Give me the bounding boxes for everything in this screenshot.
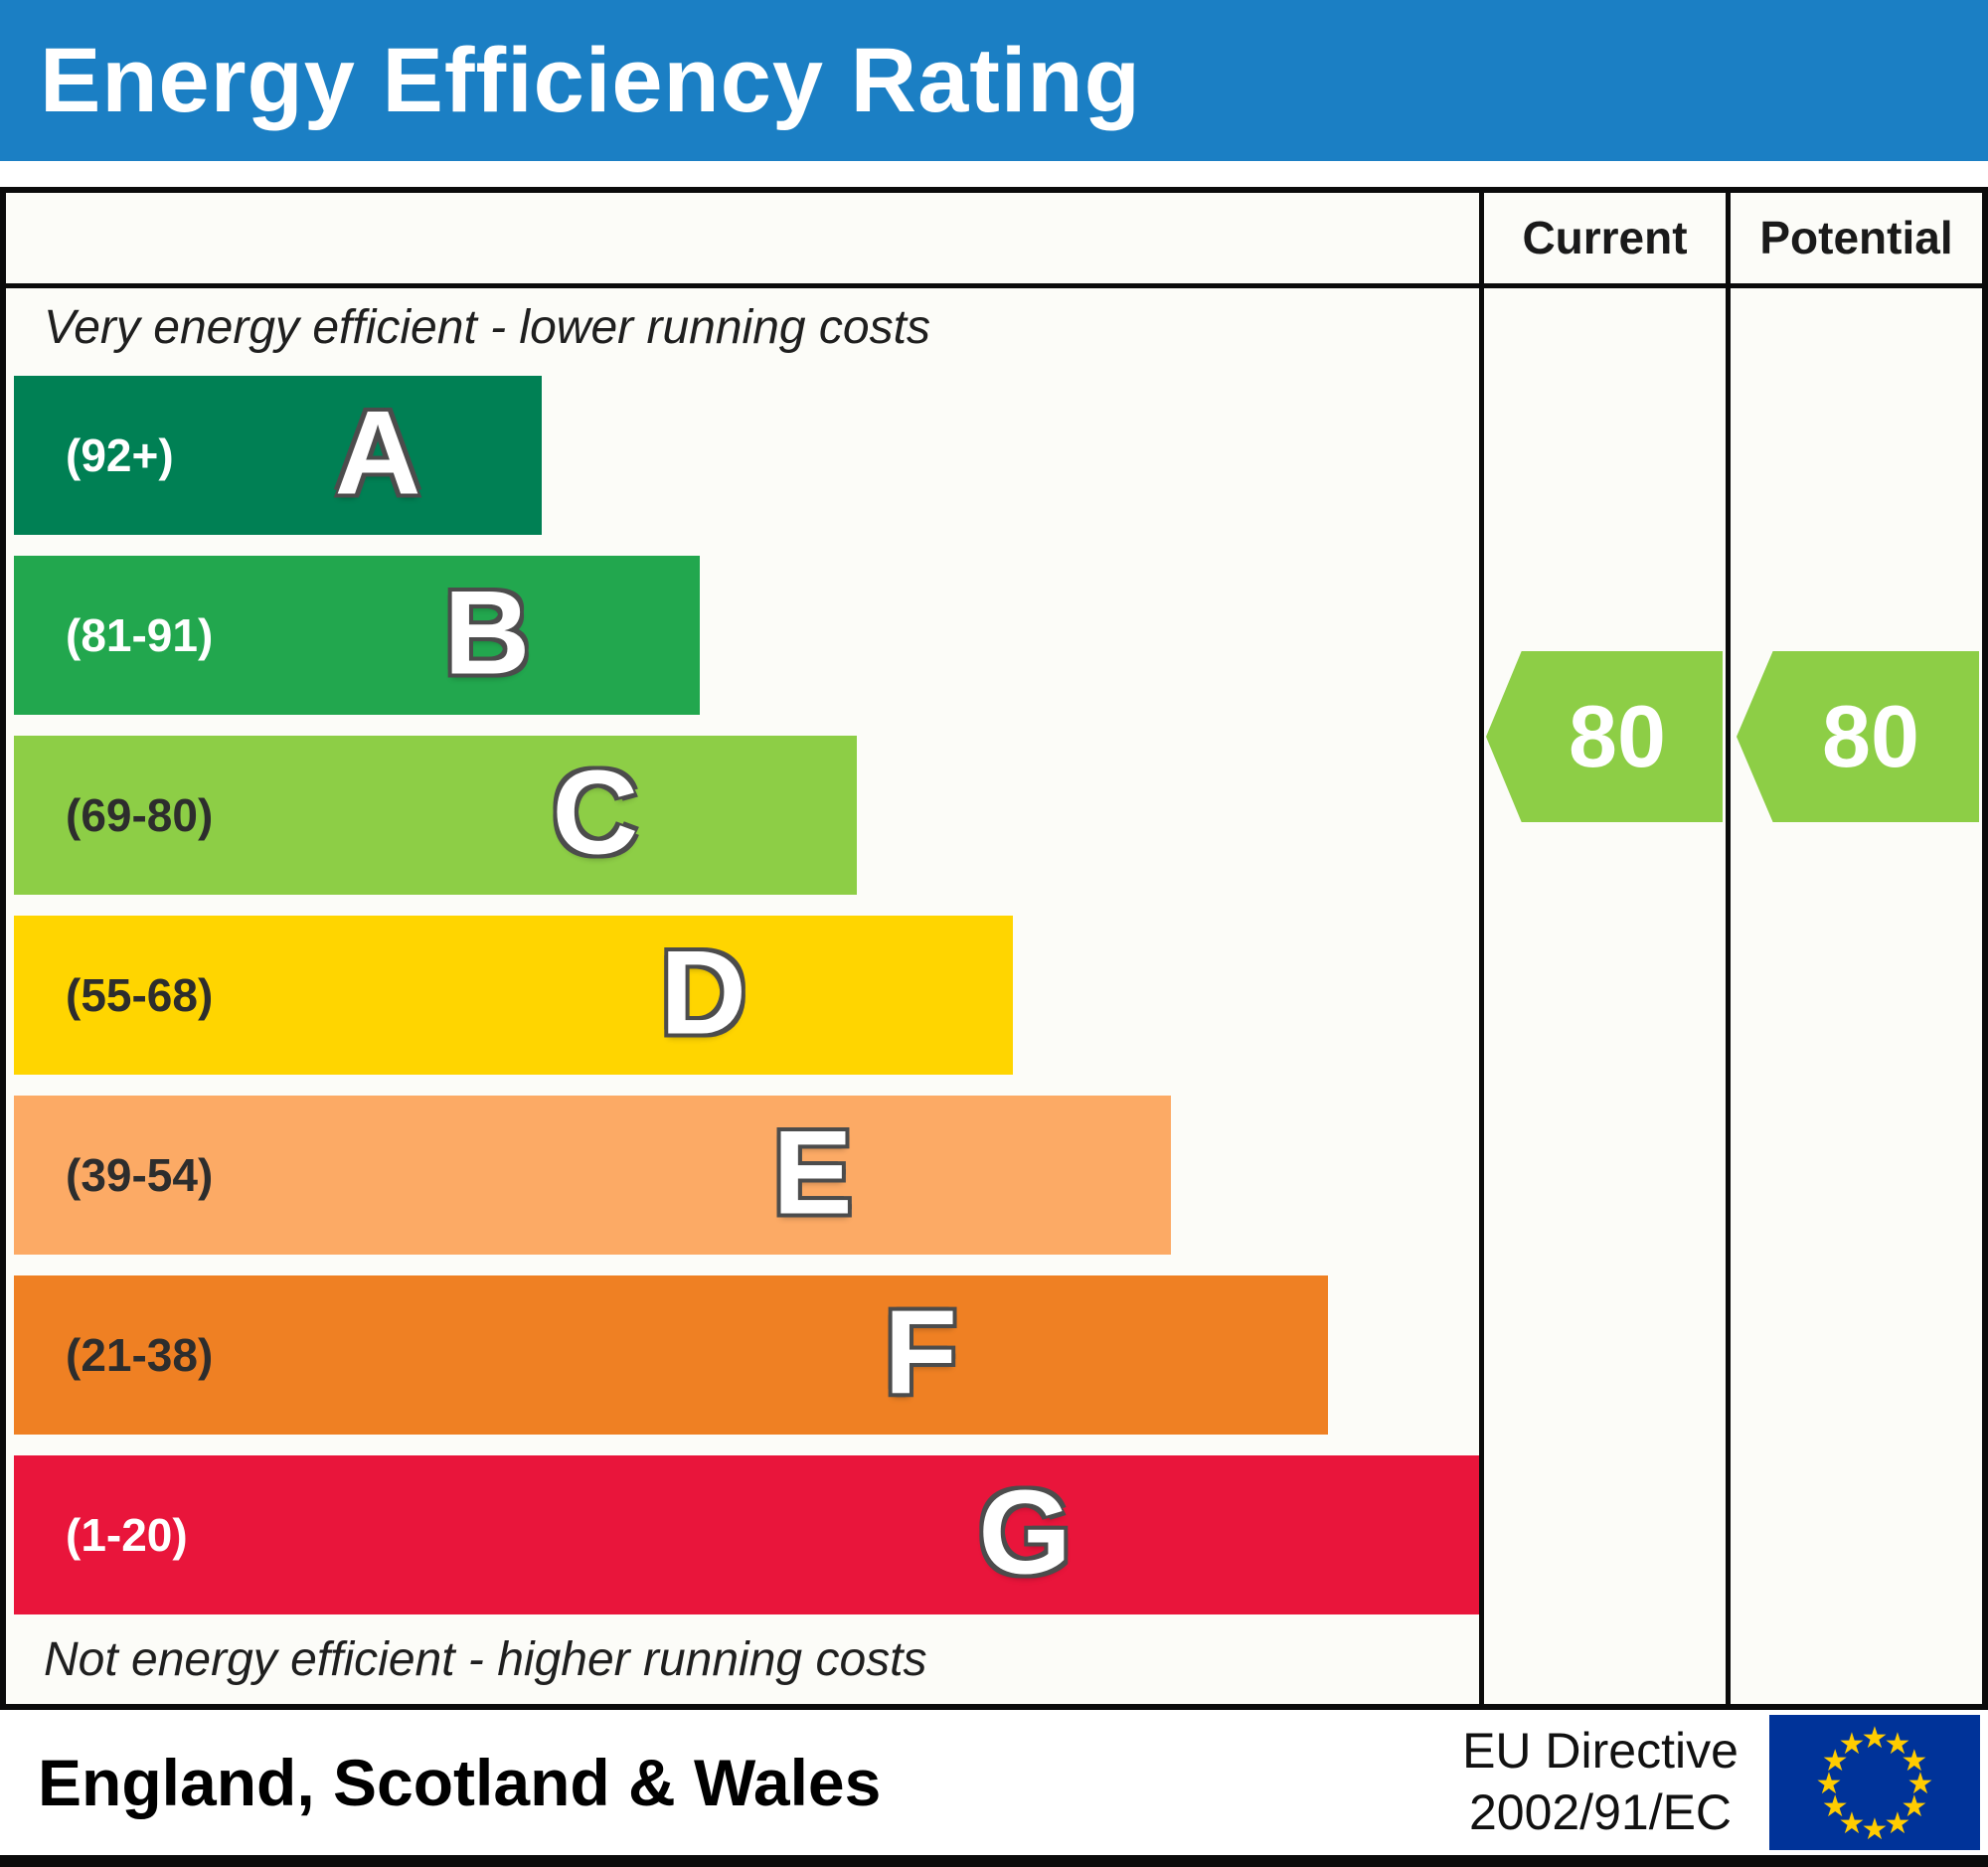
chart-header-row: Current Potential	[6, 193, 1982, 288]
region-label: England, Scotland & Wales	[38, 1746, 882, 1819]
column-divider-potential	[1726, 193, 1731, 1704]
rating-bands: (92+) A (81-91) B (69-80) C (55-68) D (3…	[14, 376, 1479, 1635]
band-c: (69-80) C	[14, 736, 857, 895]
band-d: (55-68) D	[14, 916, 1014, 1075]
current-column-header: Current	[1522, 212, 1688, 263]
svg-text:★: ★	[1901, 1790, 1927, 1823]
current-rating-arrow: 80	[1486, 651, 1723, 822]
footer: England, Scotland & Wales EU Directive 2…	[0, 1710, 1988, 1855]
band-d-letter: D	[660, 926, 746, 1060]
svg-text:★: ★	[1885, 1807, 1911, 1840]
band-f-range: (21-38)	[66, 1329, 214, 1381]
band-g-range: (1-20)	[66, 1509, 188, 1561]
eu-directive-line1: EU Directive	[1462, 1723, 1739, 1779]
band-f: (21-38) F	[14, 1275, 1329, 1435]
band-a-letter: A	[334, 386, 421, 520]
band-e: (39-54) E	[14, 1096, 1172, 1255]
band-e-range: (39-54)	[66, 1149, 214, 1201]
svg-text:★: ★	[1901, 1745, 1927, 1778]
band-c-range: (69-80)	[66, 789, 214, 841]
band-b: (81-91) B	[14, 556, 700, 715]
column-divider-current	[1479, 193, 1484, 1704]
band-f-letter: F	[884, 1285, 957, 1420]
svg-text:★: ★	[1839, 1807, 1866, 1840]
energy-rating-chart: Current Potential Very energy efficient …	[0, 187, 1988, 1710]
band-a: (92+) A	[14, 376, 542, 535]
band-e-letter: E	[772, 1105, 853, 1240]
bottom-border	[0, 1855, 1988, 1867]
band-a-range: (92+)	[66, 429, 174, 481]
bottom-note: Not energy efficient - higher running co…	[44, 1633, 927, 1686]
svg-text:★: ★	[1862, 1722, 1889, 1755]
potential-column-header: Potential	[1759, 212, 1953, 263]
svg-text:★: ★	[1822, 1745, 1849, 1778]
eu-directive-line2: 2002/91/EC	[1468, 1784, 1733, 1840]
top-note: Very energy efficient - lower running co…	[44, 301, 930, 354]
potential-rating-arrow: 80	[1737, 651, 1979, 822]
eu-directive-label: EU Directive 2002/91/EC	[1451, 1720, 1749, 1843]
page-title: Energy Efficiency Rating	[40, 29, 1141, 131]
band-g-letter: G	[978, 1465, 1072, 1600]
svg-text:★: ★	[1862, 1813, 1889, 1846]
svg-text:★: ★	[1885, 1728, 1911, 1761]
svg-text:★: ★	[1816, 1768, 1843, 1800]
svg-text:★: ★	[1822, 1790, 1849, 1823]
title-bar: Energy Efficiency Rating	[0, 0, 1988, 161]
band-d-range: (55-68)	[66, 969, 214, 1021]
svg-text:★: ★	[1907, 1768, 1934, 1800]
band-b-range: (81-91)	[66, 609, 214, 661]
svg-text:★: ★	[1839, 1728, 1866, 1761]
band-b-letter: B	[443, 566, 531, 700]
band-g: (1-20) G	[14, 1455, 1479, 1614]
band-c-letter: C	[552, 746, 639, 880]
eu-flag-icon: ★★★★★★★★★★★★	[1769, 1715, 1980, 1850]
